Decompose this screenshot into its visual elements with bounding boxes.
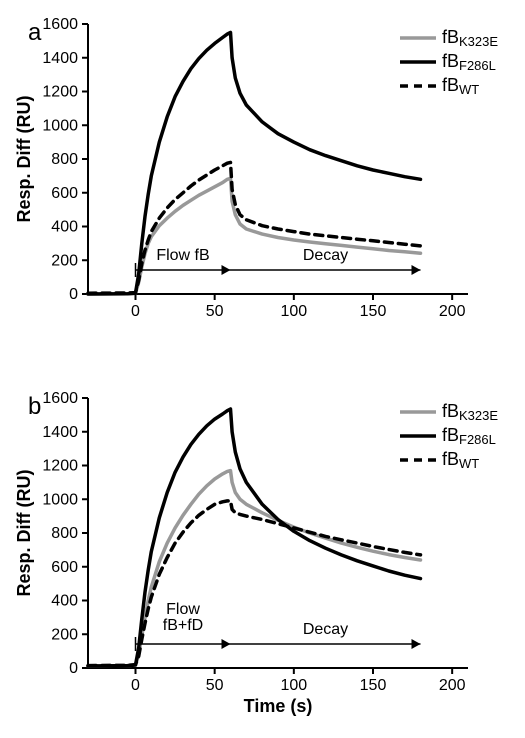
phase-label: Decay xyxy=(303,621,348,638)
legend-label: fBK323E xyxy=(442,401,498,423)
phase-label: Decay xyxy=(303,247,348,264)
phase-label: fB+fD xyxy=(163,617,203,634)
y-tick-label: 600 xyxy=(51,185,78,202)
x-tick-label: 200 xyxy=(439,677,466,694)
x-tick-label: 0 xyxy=(131,303,140,320)
x-tick-label: 200 xyxy=(439,303,466,320)
y-tick-label: 1600 xyxy=(42,390,78,407)
panel-letter: a xyxy=(28,19,42,46)
y-tick-label: 1000 xyxy=(42,117,78,134)
x-tick-label: 50 xyxy=(206,303,224,320)
y-tick-label: 1200 xyxy=(42,458,78,475)
phase-label: Flow xyxy=(166,601,200,618)
legend-label: fBWT xyxy=(442,75,479,97)
y-tick-label: 1600 xyxy=(42,16,78,33)
series-fB_F286L xyxy=(88,409,421,666)
y-tick-label: 400 xyxy=(51,219,78,236)
x-tick-label: 100 xyxy=(280,677,307,694)
legend-label: fBWT xyxy=(442,449,479,471)
phase-bar-arrow xyxy=(412,639,421,649)
y-tick-label: 800 xyxy=(51,151,78,168)
series-fB_F286L xyxy=(88,32,421,294)
x-tick-label: 0 xyxy=(131,677,140,694)
phase-label: Flow fB xyxy=(156,247,209,264)
y-tick-label: 1400 xyxy=(42,50,78,67)
legend-label: fBF286L xyxy=(442,425,496,447)
y-axis-label: Resp. Diff (RU) xyxy=(14,470,34,597)
legend-label: fBF286L xyxy=(442,51,496,73)
legend-label: fBK323E xyxy=(442,27,498,49)
y-tick-label: 600 xyxy=(51,559,78,576)
series-fB_K323E xyxy=(88,471,421,666)
x-tick-label: 150 xyxy=(360,303,387,320)
figure: a02004006008001000120014001600Resp. Diff… xyxy=(0,0,525,738)
x-axis-label: Time (s) xyxy=(244,696,313,716)
y-tick-label: 400 xyxy=(51,593,78,610)
y-tick-label: 0 xyxy=(69,286,78,303)
phase-bar-arrow xyxy=(222,265,231,275)
y-tick-label: 1000 xyxy=(42,491,78,508)
y-tick-label: 200 xyxy=(51,626,78,643)
phase-bar-arrow xyxy=(412,265,421,275)
y-tick-label: 1400 xyxy=(42,424,78,441)
phase-bar-arrow xyxy=(222,639,231,649)
y-tick-label: 800 xyxy=(51,525,78,542)
x-tick-label: 100 xyxy=(280,303,307,320)
y-tick-label: 1200 xyxy=(42,84,78,101)
y-tick-label: 0 xyxy=(69,660,78,677)
y-axis-label: Resp. Diff (RU) xyxy=(14,96,34,223)
y-tick-label: 200 xyxy=(51,252,78,269)
x-tick-label: 50 xyxy=(206,677,224,694)
panel-letter: b xyxy=(28,393,41,420)
x-tick-label: 150 xyxy=(360,677,387,694)
